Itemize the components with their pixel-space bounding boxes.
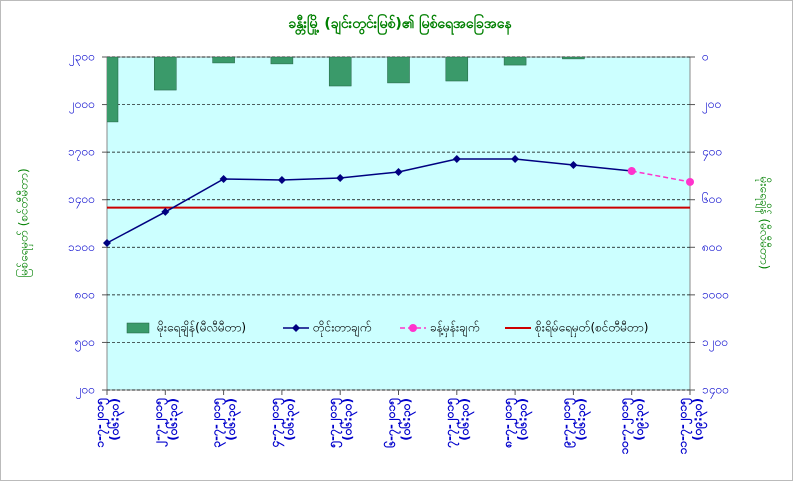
marker <box>686 177 694 186</box>
legend-label: တိုင်းတာချက် <box>313 320 371 338</box>
legend-swatch <box>126 322 150 334</box>
line <box>106 158 632 244</box>
y2-axis-label: မိုးရေချိန် (မီလီမီတာ) <box>755 177 773 270</box>
y-axis-label: မြစ်ရေမှတ် (စင်တီမီတာ) <box>15 168 34 277</box>
plot-area <box>106 56 691 391</box>
marker <box>452 154 461 163</box>
marker <box>394 167 403 176</box>
marker <box>336 173 345 182</box>
plot-clip <box>107 57 690 209</box>
marker <box>627 167 636 176</box>
x-tick-time: (၀၆:၃၀) <box>455 398 475 441</box>
y-tick-label: ၁၁၀၀ <box>68 240 95 254</box>
x-tick-label: ၆-၇-၂၀၁၅ <box>382 398 402 449</box>
x-tick-label: ၃-၇-၂၀၁၅ <box>209 398 227 448</box>
x-tick-time: (၀၉:၃၀) <box>632 398 650 441</box>
x-tick-label: ၇-၇-၂၀၁၅ <box>442 398 460 449</box>
x-tick-label: ၉-၇-၂၀၁၅ <box>559 398 577 449</box>
marker <box>161 207 170 216</box>
y2-tick-label: ၁၂၀၀ <box>702 335 728 352</box>
marker <box>569 160 578 169</box>
x-tick-label: ၁၀-၇-၂၀၁၅ <box>617 398 635 455</box>
y-tick-label: ၁၇၀၀ <box>68 145 95 162</box>
marker <box>219 174 228 183</box>
legend-marker <box>409 324 417 332</box>
x-tick-time: (၀၆:၃၀) <box>514 398 534 441</box>
rain-bar <box>445 57 469 82</box>
y-tick-label: ၅၀၀ <box>75 335 95 352</box>
y-tick-label: ၂၀၀၀ <box>69 97 95 114</box>
x-tick-time: (၀၉:၃၀) <box>691 398 709 441</box>
y2-tick-label: ၈၀၀ <box>702 240 722 254</box>
x-tick-label: ၁-၇-၂၀၁၅ <box>93 398 111 448</box>
rain-bar <box>154 57 177 91</box>
rain-bar <box>503 57 527 66</box>
rain-bar <box>212 57 235 64</box>
rain-bar <box>562 57 585 60</box>
y2-tick-label: ၀ <box>702 50 709 64</box>
y2-tick-label: ၂၀၀ <box>702 97 721 114</box>
x-tick-time: (၀၆:၃၀) <box>164 398 184 441</box>
y2-tick-label: ၆၀၀ <box>702 191 722 206</box>
x-tick-label: ၁၁-၇-၂၀၁၅ <box>676 398 694 455</box>
y-tick-label: ၂၃၀၀ <box>69 50 95 67</box>
x-tick-time: (၀၆:၃၀) <box>106 398 126 441</box>
marker <box>511 154 520 163</box>
rain-bar <box>387 57 410 84</box>
x-tick-time: (၀၆:၃၀) <box>397 398 417 441</box>
x-tick-label: ၂-၇-၂၀၁၅ <box>151 398 169 448</box>
legend-label: စိုးရိမ်ရေမှတ်(စင်တီမီတာ) <box>535 320 648 338</box>
rain-bar <box>328 57 352 87</box>
marker <box>277 176 286 185</box>
rain-bar <box>107 57 119 123</box>
rain-bar <box>270 57 294 65</box>
line <box>631 170 691 183</box>
legend-marker <box>292 324 300 332</box>
y2-tick-label: ၁၀၀၀ <box>702 287 729 301</box>
y2-tick-label: ၁၄၀၀ <box>702 383 729 400</box>
y-tick-label: ၁၄၀၀ <box>68 192 95 209</box>
x-tick-label: ၅-၇-၂၀၁၅ <box>326 398 344 449</box>
x-tick-label: ၈-၇-၂၀၁၅ <box>501 398 519 449</box>
marker <box>103 239 111 248</box>
y2-tick-label: ၄၀၀ <box>702 145 722 162</box>
x-tick-time: (၀၆:၃၀) <box>280 398 300 441</box>
x-tick-time: (၀၆:၃၀) <box>339 398 359 441</box>
y-tick-label: ၈၀၀ <box>75 287 95 301</box>
x-tick-label: ၄-၇-၂၀၁၅ <box>267 398 285 449</box>
chart-title: ခန္တီးမြို့ (ချင်းတွင်းမြစ်)၏ မြစ်ရေအခြေ… <box>288 14 512 35</box>
legend-label: ခန့်မှန်းချက် <box>430 320 479 338</box>
y-tick-label: ၂၀၀ <box>76 383 95 400</box>
legend-label: မိုးရေချိန်(မီလီမီတာ) <box>157 320 246 338</box>
x-tick-time: (၀၆:၃၀) <box>572 398 592 441</box>
x-tick-time: (၀၆:၃၀) <box>222 398 242 441</box>
